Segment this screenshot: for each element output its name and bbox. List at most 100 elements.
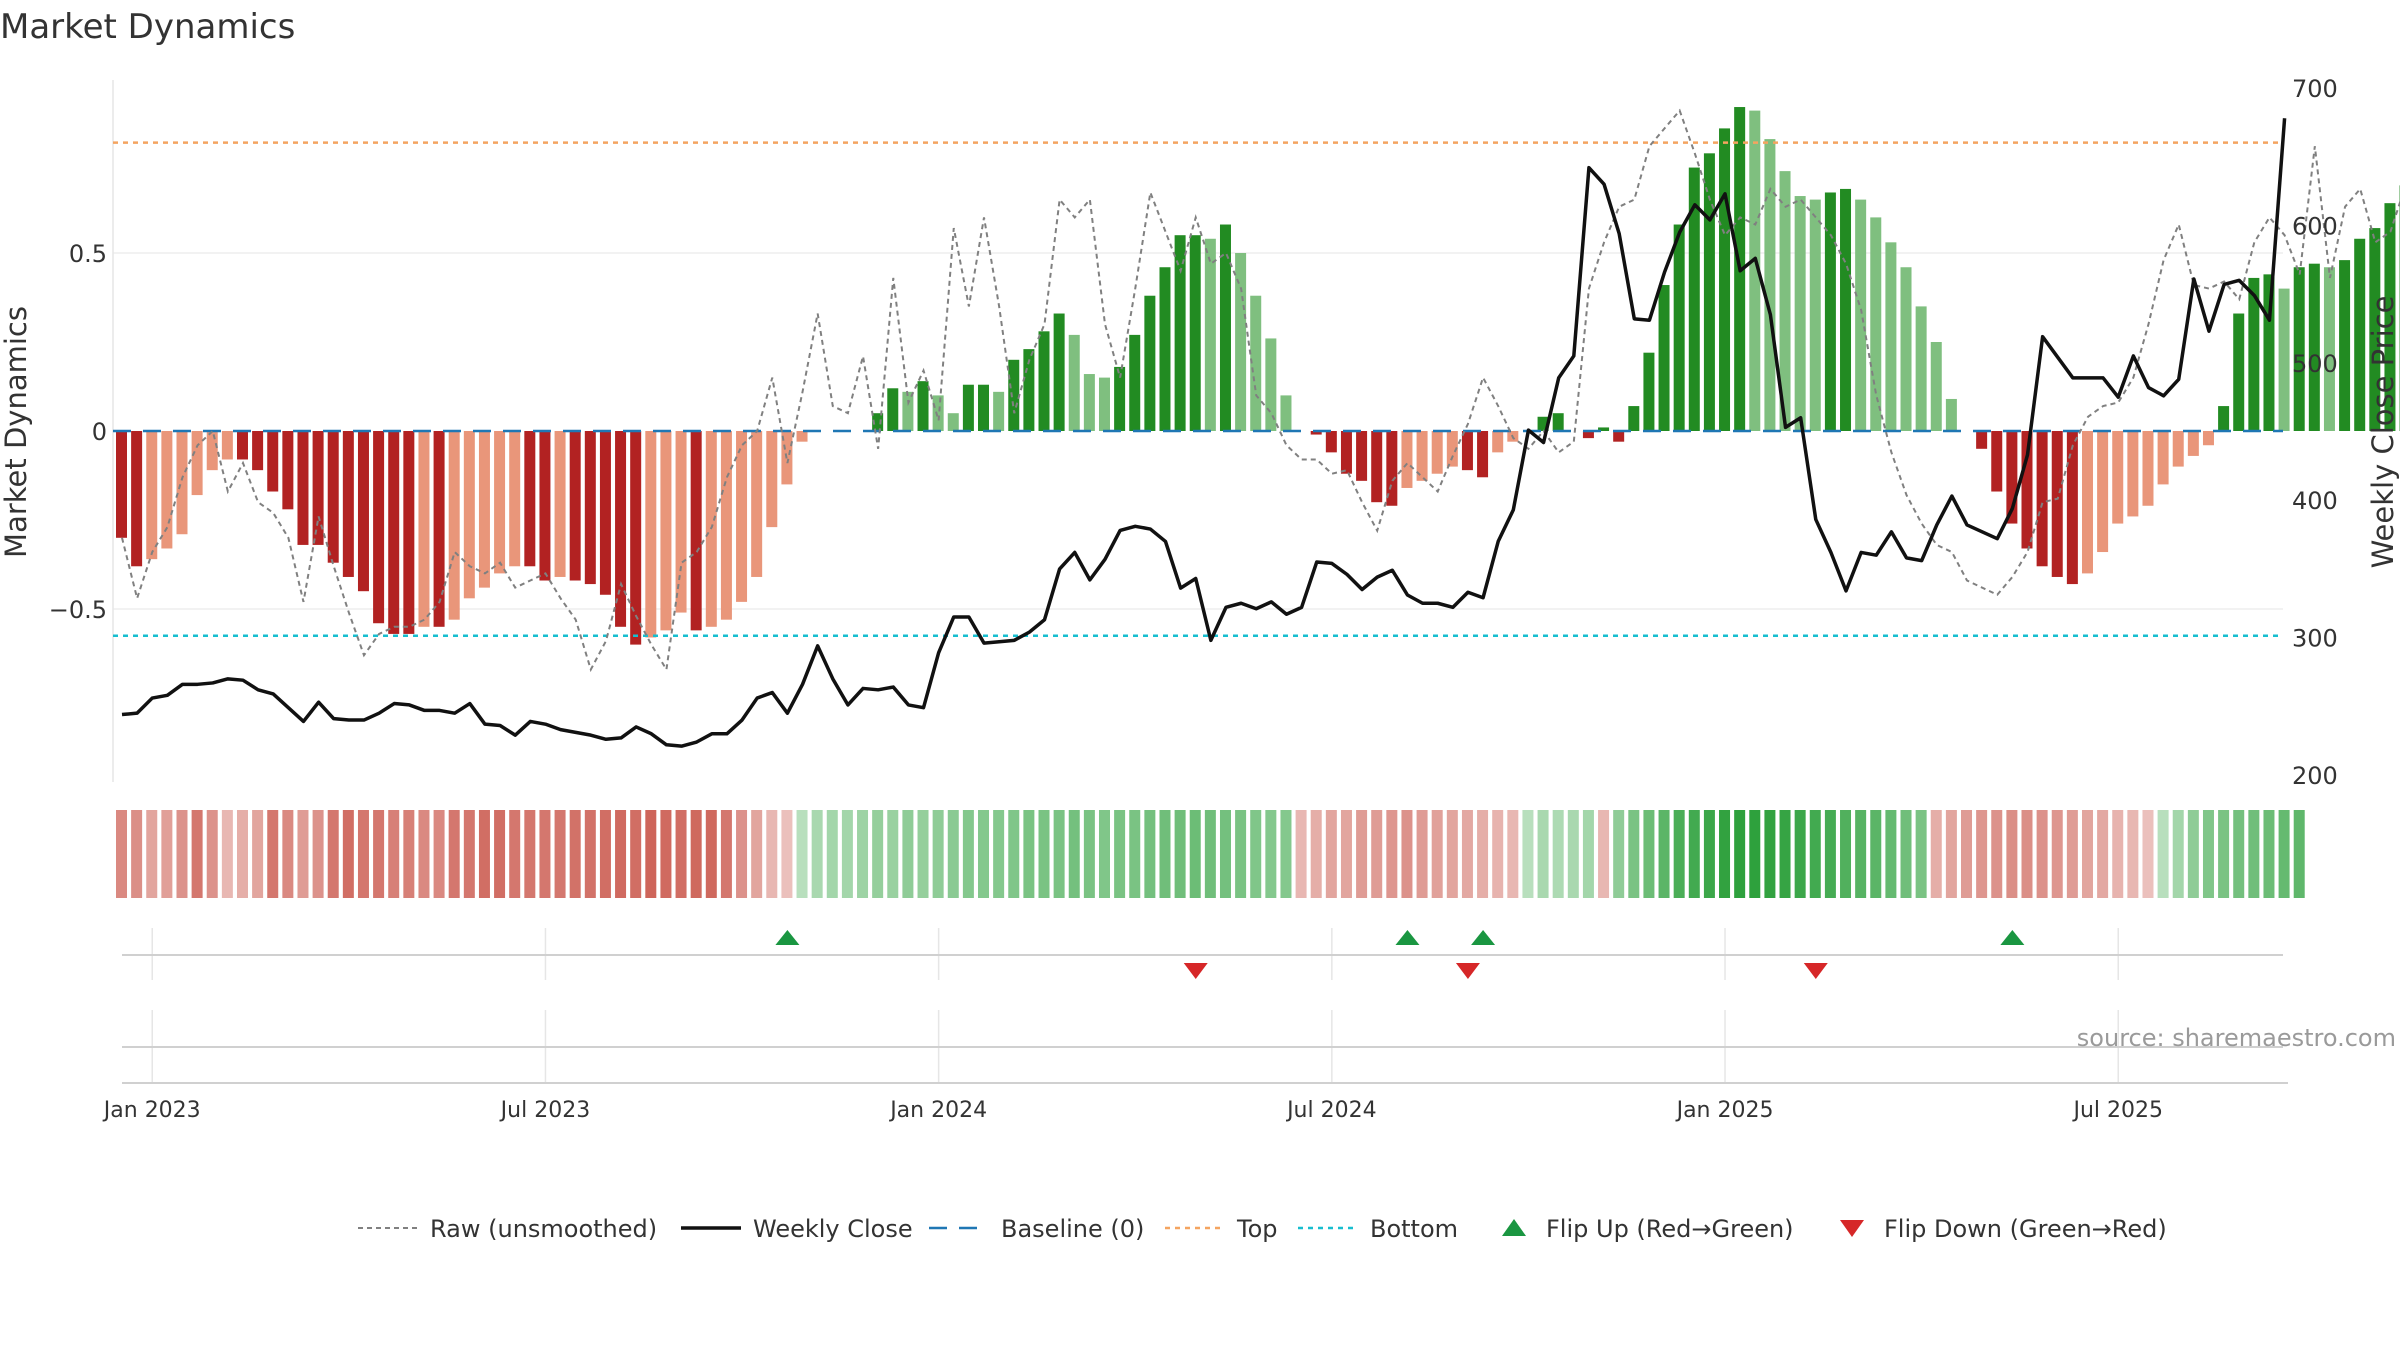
regime-color-block	[599, 810, 611, 898]
market-dynamics-bar	[146, 431, 158, 560]
regime-color-block	[191, 810, 203, 898]
regime-color-block	[1734, 810, 1746, 898]
regime-color-block	[206, 810, 218, 898]
regime-color-block	[1265, 810, 1277, 898]
left-y-tick-label: 0	[92, 418, 107, 446]
reference-lines	[113, 141, 2283, 637]
regime-color-block	[176, 810, 188, 898]
regime-color-block	[1068, 810, 1080, 898]
market-dynamics-bar	[1598, 427, 1610, 431]
market-dynamics-bar	[766, 431, 778, 528]
legend-label: Bottom	[1370, 1215, 1458, 1243]
market-dynamics-bar	[1446, 431, 1458, 467]
regime-color-block	[1114, 810, 1126, 898]
market-dynamics-bar	[463, 431, 475, 599]
market-dynamics-bar	[569, 431, 581, 581]
market-dynamics-bar	[1749, 110, 1761, 431]
market-dynamics-bar	[993, 391, 1005, 431]
legend-label: Weekly Close	[753, 1215, 913, 1243]
market-dynamics-bar	[373, 431, 385, 624]
market-dynamics-bar	[494, 431, 506, 574]
regime-color-block	[463, 810, 475, 898]
market-dynamics-bar	[1824, 192, 1836, 431]
date-tick-label: Jul 2024	[1285, 1098, 1377, 1123]
regime-color-block	[2293, 810, 2305, 898]
regime-color-block	[826, 810, 838, 898]
market-dynamics-bar	[720, 431, 732, 620]
market-dynamics-bar	[978, 384, 990, 431]
regime-color-block	[1038, 810, 1050, 898]
market-dynamics-bar	[2006, 431, 2018, 524]
regime-color-block	[1189, 810, 1201, 898]
right-y-tick-label: 600	[2292, 212, 2338, 240]
regime-color-block	[327, 810, 339, 898]
market-dynamics-bar	[690, 431, 702, 631]
regime-color-block	[494, 810, 506, 898]
regime-color-block	[2051, 810, 2063, 898]
regime-color-block	[1461, 810, 1473, 898]
market-dynamics-bar	[131, 431, 143, 567]
flip-up-marker	[2000, 930, 2025, 945]
regime-color-block	[1023, 810, 1035, 898]
market-dynamics-bar	[403, 431, 415, 634]
regime-color-block	[2187, 810, 2199, 898]
regime-color-block	[1855, 810, 1867, 898]
regime-color-block	[2006, 810, 2018, 898]
regime-color-block	[1552, 810, 1564, 898]
market-dynamics-bar	[1719, 128, 1731, 431]
market-dynamics-bar	[433, 431, 445, 627]
regime-color-block	[857, 810, 869, 898]
regime-color-block	[418, 810, 430, 898]
regime-color-block	[524, 810, 536, 898]
regime-color-block	[2263, 810, 2275, 898]
market-dynamics-bar	[236, 431, 248, 460]
regime-color-block	[539, 810, 551, 898]
market-dynamics-bar	[872, 413, 884, 431]
market-dynamics-bar	[2354, 238, 2366, 431]
legend-label: Flip Down (Green→Red)	[1884, 1215, 2167, 1243]
right-axis-title: Weekly Close Price	[2366, 296, 2400, 569]
bottom-panel: Jan 2023 Jul 2023 Jan 2024 Jul 2024 Jan 2025…	[102, 1010, 2396, 1123]
regime-color-block	[1098, 810, 1110, 898]
regime-color-block	[736, 810, 748, 898]
market-dynamics-bar	[1280, 395, 1292, 431]
market-dynamics-bar	[1083, 374, 1095, 431]
regime-color-block	[1673, 810, 1685, 898]
regime-color-block	[1129, 810, 1141, 898]
regime-color-block	[841, 810, 853, 898]
legend: Raw (unsmoothed) Weekly Close Baseline (0)…	[358, 1215, 2167, 1243]
regime-color-block	[751, 810, 763, 898]
market-dynamics-bar	[1235, 253, 1247, 431]
market-dynamics-bar	[221, 431, 233, 460]
regime-color-block	[1749, 810, 1761, 898]
legend-label: Flip Up (Red→Green)	[1546, 1215, 1794, 1243]
regime-color-block	[1658, 810, 1670, 898]
market-dynamics-bar	[1976, 431, 1988, 449]
regime-color-block	[962, 810, 974, 898]
regime-color-block	[131, 810, 143, 898]
market-dynamics-bar	[932, 395, 944, 431]
market-dynamics-bar	[342, 431, 354, 577]
regime-color-block	[146, 810, 158, 898]
market-dynamics-bar	[1855, 199, 1867, 431]
regime-color-block	[2202, 810, 2214, 898]
regime-color-block	[2021, 810, 2033, 898]
market-dynamics-bar	[1991, 431, 2003, 492]
market-dynamics-bar	[1098, 377, 1110, 431]
market-dynamics-bar	[1431, 431, 1443, 474]
market-dynamics-bar	[2172, 431, 2184, 467]
regime-color-block	[1507, 810, 1519, 898]
date-tick-label: Jan 2023	[102, 1098, 201, 1123]
market-dynamics-bar	[615, 431, 627, 627]
regime-color-block	[2172, 810, 2184, 898]
market-dynamics-bar	[1401, 431, 1413, 488]
regime-color-block	[720, 810, 732, 898]
market-dynamics-bar	[902, 391, 914, 431]
regime-color-block	[2081, 810, 2093, 898]
market-dynamics-bar	[1492, 431, 1504, 453]
right-y-tick-label: 500	[2292, 350, 2338, 378]
flip-panel	[122, 928, 2283, 980]
regime-color-block	[615, 810, 627, 898]
regime-color-block	[1567, 810, 1579, 898]
market-dynamics-bar	[2021, 431, 2033, 549]
